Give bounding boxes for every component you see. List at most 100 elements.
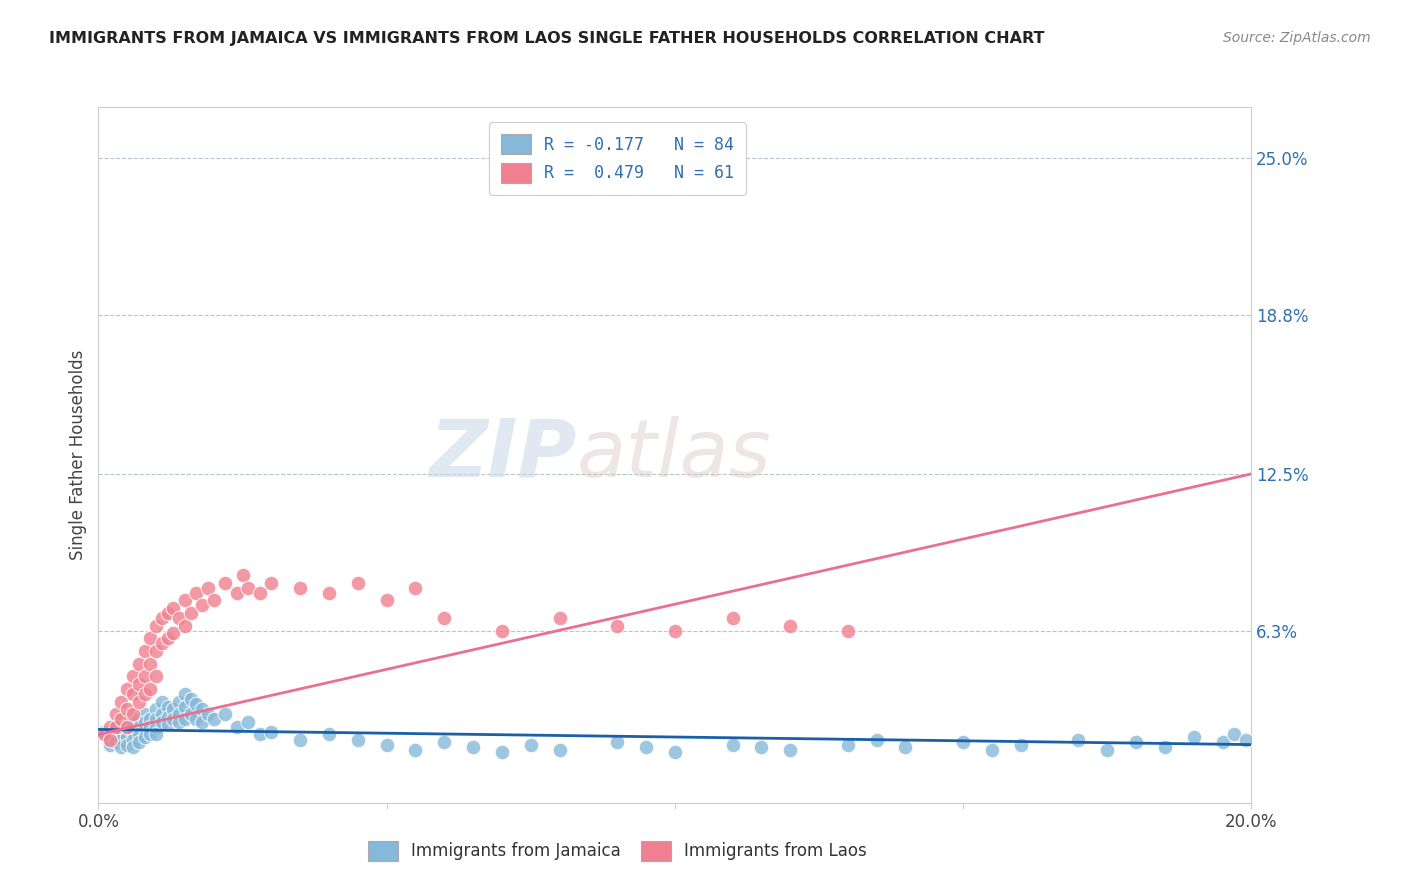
Point xyxy=(98,738,121,752)
Point xyxy=(150,695,173,709)
Point xyxy=(117,738,139,752)
Point xyxy=(145,669,167,683)
Point xyxy=(150,707,173,722)
Point xyxy=(117,681,139,696)
Point xyxy=(1067,732,1090,747)
Point xyxy=(225,586,247,600)
Point xyxy=(98,732,121,747)
Point xyxy=(636,740,658,755)
Point xyxy=(128,695,150,709)
Point xyxy=(162,626,184,640)
Point xyxy=(139,727,162,741)
Point xyxy=(110,725,132,739)
Point xyxy=(150,714,173,729)
Point xyxy=(104,735,127,749)
Point xyxy=(145,702,167,716)
Point xyxy=(375,738,398,752)
Point xyxy=(122,687,145,701)
Point xyxy=(721,611,744,625)
Point xyxy=(952,735,974,749)
Point xyxy=(180,692,202,706)
Point xyxy=(779,618,801,632)
Point xyxy=(1182,730,1205,744)
Text: Source: ZipAtlas.com: Source: ZipAtlas.com xyxy=(1223,31,1371,45)
Point xyxy=(318,586,340,600)
Point xyxy=(491,745,513,759)
Point xyxy=(405,742,427,756)
Point xyxy=(134,707,156,722)
Point xyxy=(156,710,179,724)
Point xyxy=(249,586,271,600)
Point xyxy=(191,599,214,613)
Point xyxy=(461,740,484,755)
Point xyxy=(520,738,543,752)
Point xyxy=(104,720,127,734)
Point xyxy=(156,717,179,731)
Point xyxy=(214,707,236,722)
Point xyxy=(110,740,132,755)
Point xyxy=(260,575,283,590)
Point xyxy=(167,611,190,625)
Point xyxy=(156,632,179,646)
Point xyxy=(174,687,197,701)
Point xyxy=(139,632,162,646)
Point xyxy=(433,611,456,625)
Point xyxy=(162,702,184,716)
Point xyxy=(225,720,247,734)
Point xyxy=(502,155,524,169)
Point xyxy=(260,725,283,739)
Point xyxy=(721,738,744,752)
Point xyxy=(174,699,197,714)
Point xyxy=(197,581,219,595)
Point xyxy=(981,742,1004,756)
Point xyxy=(139,712,162,726)
Point xyxy=(186,712,208,726)
Point xyxy=(128,657,150,671)
Point xyxy=(491,624,513,638)
Point xyxy=(122,732,145,747)
Point xyxy=(128,677,150,691)
Point xyxy=(104,720,127,734)
Point xyxy=(167,695,190,709)
Point xyxy=(110,712,132,726)
Point xyxy=(664,745,686,759)
Point xyxy=(110,732,132,747)
Point xyxy=(290,732,312,747)
Point xyxy=(145,727,167,741)
Point xyxy=(202,712,225,726)
Point xyxy=(162,712,184,726)
Point xyxy=(1223,727,1246,741)
Point xyxy=(548,742,571,756)
Point xyxy=(104,727,127,741)
Point xyxy=(290,581,312,595)
Point xyxy=(98,732,121,747)
Point xyxy=(145,720,167,734)
Point xyxy=(318,727,340,741)
Point xyxy=(122,717,145,731)
Point xyxy=(128,712,150,726)
Point xyxy=(156,699,179,714)
Point xyxy=(110,695,132,709)
Point xyxy=(346,575,368,590)
Point xyxy=(238,714,260,729)
Point xyxy=(548,611,571,625)
Point xyxy=(751,740,773,755)
Point xyxy=(134,714,156,729)
Point xyxy=(162,601,184,615)
Point xyxy=(174,593,197,607)
Point xyxy=(346,732,368,747)
Point xyxy=(606,618,628,632)
Point xyxy=(664,624,686,638)
Point xyxy=(433,735,456,749)
Point xyxy=(202,593,225,607)
Point xyxy=(231,568,254,582)
Point xyxy=(1234,732,1257,747)
Point xyxy=(145,644,167,658)
Point xyxy=(145,618,167,632)
Point xyxy=(249,727,271,741)
Legend: Immigrants from Jamaica, Immigrants from Laos: Immigrants from Jamaica, Immigrants from… xyxy=(357,830,877,871)
Point xyxy=(93,725,115,739)
Text: ZIP: ZIP xyxy=(429,416,576,494)
Point xyxy=(134,723,156,737)
Point xyxy=(837,624,859,638)
